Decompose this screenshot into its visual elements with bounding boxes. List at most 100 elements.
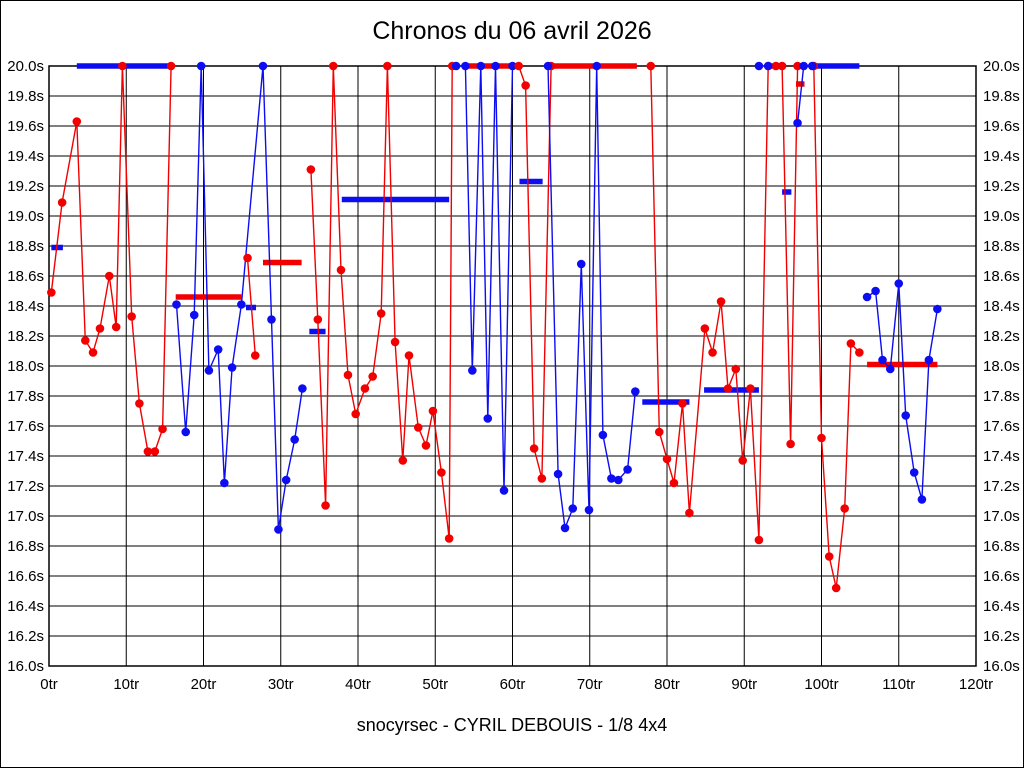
lap-time-point [623,465,632,474]
y-tick-label-left: 18.8s [7,238,44,255]
y-tick-label-right: 19.0s [983,208,1020,225]
y-tick-label-left: 16.2s [7,628,44,645]
y-tick-label-left: 18.6s [7,268,44,285]
lap-time-point [560,523,570,533]
lap-time-point [413,423,423,432]
x-tick-label: 0tr [40,676,58,693]
x-tick-label: 80tr [654,676,680,693]
lap-time-point [514,61,523,71]
x-tick-label: 120tr [959,676,993,693]
lap-time-point [786,439,795,449]
lap-time-point [646,61,656,71]
lap-time-point [321,501,330,510]
lap-time-point [793,118,802,128]
lap-time-point [685,508,694,518]
x-tick-label: 110tr [882,676,915,693]
y-tick-label-left: 19.2s [7,178,44,195]
y-tick-label-left: 17.4s [7,448,44,465]
lap-time-point [250,351,260,360]
lap-time-point [537,474,547,483]
lap-time-point [817,433,826,443]
lap-time-point [220,478,229,488]
lap-time-point [237,300,246,309]
chart-footer: snocyrsec - CYRIL DEBOUIS - 1/8 4x4 [356,715,668,735]
lap-time-point [614,475,623,485]
lap-time-point [306,165,316,174]
y-tick-label-left: 17.0s [7,508,44,525]
lap-time-point [274,525,283,534]
lap-time-point [871,286,880,296]
lap-time-point [437,468,446,477]
x-tick-label: 90tr [731,676,757,693]
lap-time-point [444,534,454,543]
y-tick-label-left: 17.6s [7,418,44,435]
y-tick-label-left: 19.0s [7,208,44,225]
lap-time-point [368,372,377,381]
lap-time-point [846,339,856,348]
y-tick-label-right: 18.6s [983,268,1020,285]
lap-time-point [189,310,199,320]
lap-time-point [576,259,586,269]
lap-time-point [383,61,392,71]
lap-time-point [313,315,323,324]
lap-time-point [81,336,90,345]
lap-time-point [669,478,679,488]
y-tick-label-right: 18.0s [983,358,1020,375]
lap-time-point [404,351,414,360]
lap-time-point [771,61,781,71]
y-tick-label-right: 19.4s [983,148,1020,165]
lap-time-line [518,65,552,479]
lap-time-point [824,552,834,561]
lap-time-point [172,300,181,309]
y-tick-label-right: 16.8s [983,538,1020,555]
lap-time-point [227,363,237,372]
lap-time-point [831,583,841,593]
x-tick-label: 60tr [500,676,526,693]
y-tick-label-right: 18.4s [983,298,1020,315]
lap-time-point [543,61,553,71]
lap-time-point [855,348,864,357]
y-tick-label-right: 17.4s [983,448,1020,465]
lap-time-point [421,441,431,450]
y-tick-label-right: 17.2s [983,478,1020,495]
lap-time-point [461,61,470,71]
lap-time-point [607,474,616,483]
lap-time-point [290,435,299,444]
lap-time-point [840,504,849,513]
y-tick-label-right: 17.8s [983,388,1020,405]
lap-time-point [885,364,895,374]
lap-time-point [529,444,539,453]
lap-time-point [243,253,252,263]
y-tick-label-right: 16.0s [983,658,1020,675]
y-tick-label-left: 18.2s [7,328,44,345]
lap-time-point [127,312,136,321]
lap-time-point [111,322,121,332]
lap-time-point [933,304,942,314]
x-tick-label: 40tr [345,676,371,693]
lap-time-point [746,384,755,393]
lap-time-point [328,61,338,71]
y-tick-label-right: 19.2s [983,178,1020,195]
lap-time-point [917,495,927,504]
lap-time-point [700,324,710,333]
y-tick-label-left: 19.8s [7,88,44,105]
x-tick-label: 10tr [113,676,139,693]
lap-time-line [796,65,813,124]
lap-time-point [351,409,360,419]
y-tick-label-left: 16.4s [7,598,44,615]
y-tick-label-left: 16.8s [7,538,44,555]
lap-time-point [213,345,223,354]
lap-time-point [584,505,594,515]
lap-time-point [521,81,530,90]
lap-time-point [483,414,493,423]
lap-time-point [631,387,640,396]
lap-time-point [476,61,486,71]
lap-time-point [654,427,664,437]
lap-time-point [799,61,809,71]
lap-time-point [598,430,608,440]
x-tick-label: 100tr [804,676,838,693]
lap-time-point [909,468,919,477]
y-tick-label-right: 16.6s [983,568,1020,585]
